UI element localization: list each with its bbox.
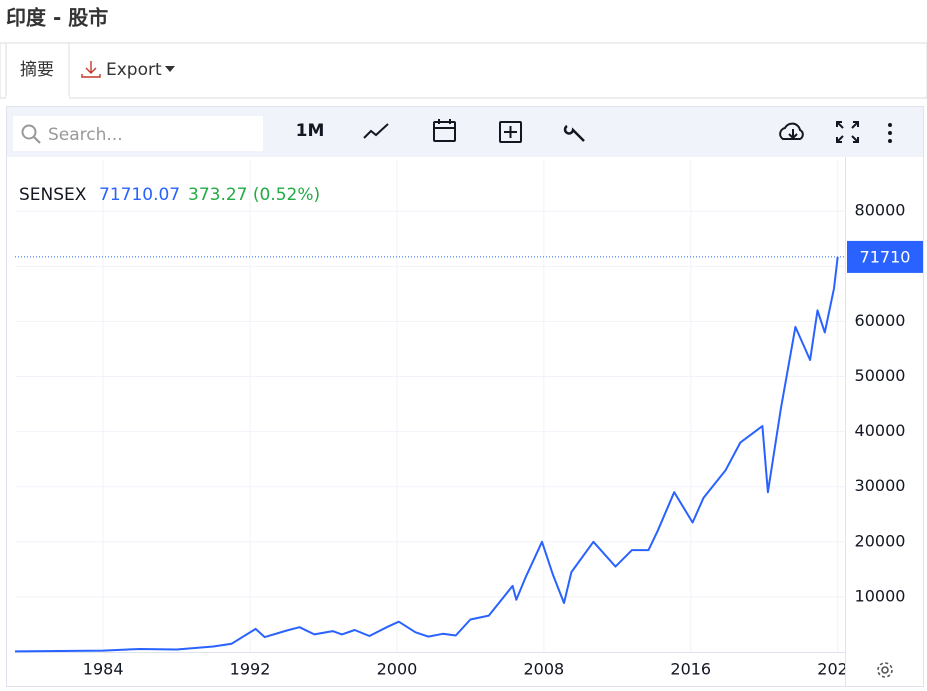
compare-button[interactable]	[499, 121, 522, 143]
y-tick-label: 40000	[855, 421, 906, 440]
tab-bar	[0, 42, 927, 99]
x-tick-label: 2016	[670, 660, 711, 679]
legend-value: 71710.07	[99, 185, 180, 205]
settings-wrench[interactable]	[563, 124, 585, 142]
y-tick-label: 30000	[855, 476, 906, 495]
date-range-button[interactable]	[433, 119, 456, 142]
price-tag-label: 71710	[860, 247, 911, 266]
search-icon	[21, 124, 37, 140]
x-tick-label: 2000	[377, 660, 418, 679]
chart-panel	[6, 106, 924, 687]
more-button[interactable]	[888, 123, 892, 143]
export-button[interactable]: Export	[81, 60, 175, 80]
x-labels: 1984 1992 2000 2008 2016 2024	[83, 660, 858, 679]
x-tick-label: 2024	[817, 660, 858, 679]
tab-gap	[6, 96, 69, 99]
cloud-button[interactable]	[779, 122, 804, 140]
grid	[15, 160, 845, 652]
y-tick-label: 60000	[855, 311, 906, 330]
price-tag	[847, 240, 923, 273]
interval-button[interactable]: 1M	[296, 121, 325, 141]
search-icon-handle	[33, 136, 41, 144]
legend-symbol: SENSEX	[19, 185, 87, 205]
tab-summary[interactable]	[5, 42, 70, 99]
x-tick-label: 2008	[523, 660, 564, 679]
y-tick-label: 10000	[855, 586, 906, 605]
search-input[interactable]	[13, 116, 263, 151]
x-tick-label: 1984	[83, 660, 124, 679]
y-tick-label: 20000	[855, 531, 906, 550]
fullscreen-button[interactable]	[836, 121, 859, 143]
x-tick-label: 1992	[230, 660, 271, 679]
legend-change: 373.27 (0.52%)	[188, 185, 320, 205]
y-tick-label: 50000	[855, 366, 906, 385]
caret	[165, 66, 175, 72]
gear-icon[interactable]	[877, 662, 893, 678]
tab-label[interactable]: 摘要	[20, 60, 54, 80]
export-label[interactable]: Export	[106, 60, 162, 80]
search-placeholder: Search...	[48, 125, 123, 145]
chart-type-button[interactable]	[363, 123, 389, 139]
y-tick-label: 80000	[855, 201, 906, 220]
download-icon	[81, 61, 101, 78]
price-line	[14, 256, 839, 653]
page-title: 印度 - 股市	[6, 6, 108, 30]
